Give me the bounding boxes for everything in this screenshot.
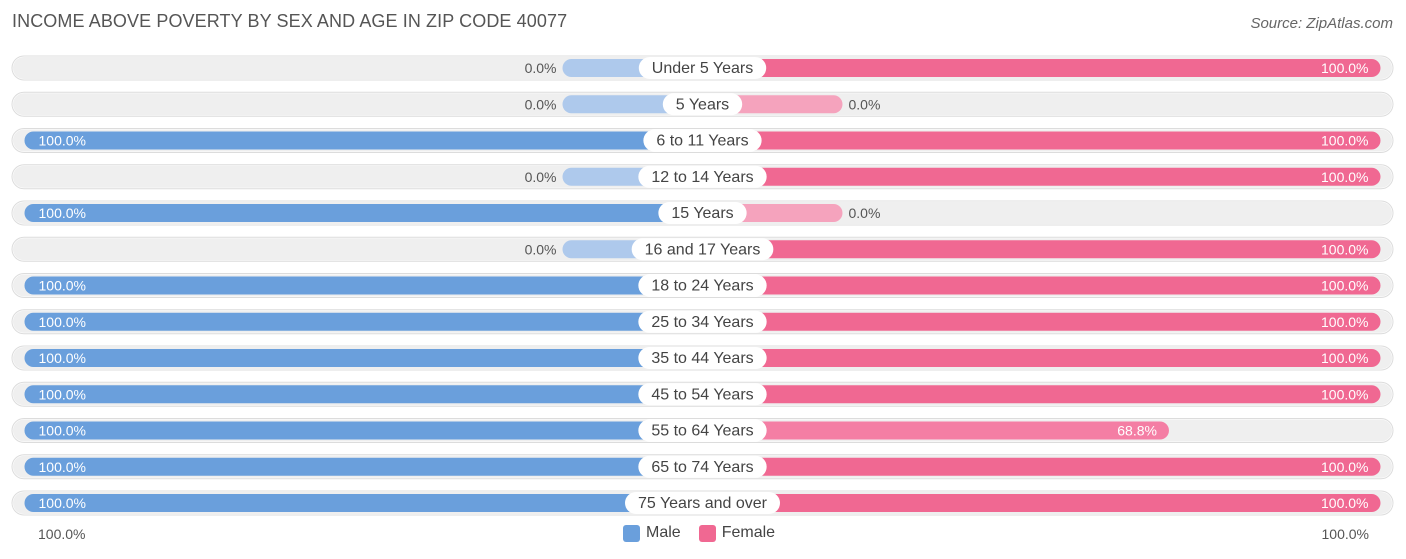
- category-label-pill: [638, 274, 767, 297]
- bar-female: [702, 131, 1381, 150]
- bar-male: [24, 312, 703, 331]
- bar-male: [24, 457, 703, 476]
- bar-male: [24, 494, 703, 512]
- legend-item-male: Male: [623, 524, 681, 542]
- bar-female: [702, 349, 1381, 367]
- value-label-male: 100.0%: [39, 495, 86, 511]
- bar-female: [702, 167, 1381, 186]
- value-label-male: 100.0%: [39, 278, 86, 294]
- bar-male: [24, 204, 703, 222]
- value-label-female: 100.0%: [1321, 386, 1368, 402]
- category-label: 75 Years and over: [638, 495, 768, 512]
- category-label-pill: [638, 347, 767, 369]
- category-label: 12 to 14 Years: [651, 169, 753, 186]
- bar-female: [702, 421, 1169, 440]
- bar-male: [24, 276, 703, 295]
- legend-item-female: Female: [698, 524, 776, 542]
- value-label-female: 100.0%: [1321, 459, 1368, 475]
- value-label-female: 100.0%: [1321, 278, 1368, 294]
- value-label-female: 100.0%: [1321, 60, 1368, 76]
- bar-female: [702, 457, 1381, 476]
- category-label-pill: [662, 93, 743, 116]
- value-label-male: 0.0%: [525, 241, 557, 257]
- bar-female: [702, 494, 1381, 512]
- category-label-pill: [638, 455, 767, 478]
- category-label-pill: [638, 310, 767, 333]
- value-label-female: 100.0%: [1321, 495, 1368, 511]
- category-label-pill: [643, 129, 762, 152]
- value-label-male: 100.0%: [39, 423, 86, 439]
- value-label-male: 0.0%: [525, 96, 557, 112]
- value-label-female: 100.0%: [1321, 314, 1368, 330]
- axis-right-label: 100.0%: [1321, 526, 1369, 542]
- value-label-male: 100.0%: [39, 459, 86, 475]
- bar-male: [24, 385, 703, 404]
- bar-female: [702, 385, 1381, 404]
- category-label: 16 and 17 Years: [645, 241, 761, 258]
- category-label: 5 Years: [676, 96, 729, 113]
- category-label: 6 to 11 Years: [656, 133, 748, 150]
- source-credit: Source: ZipAtlas.com: [1250, 15, 1393, 32]
- category-label-pill: [638, 419, 767, 442]
- category-label-pill: [638, 383, 767, 406]
- value-label-female: 100.0%: [1321, 241, 1368, 257]
- category-label: 25 to 34 Years: [651, 314, 753, 331]
- bar-male: [24, 421, 703, 440]
- value-label-male: 100.0%: [39, 314, 86, 330]
- legend-label-female: Female: [721, 524, 776, 541]
- value-label-male: 100.0%: [39, 133, 86, 149]
- bar-male: [24, 349, 703, 367]
- category-label-pill: [638, 57, 767, 79]
- bar-female: [702, 240, 1381, 259]
- value-label-female: 100.0%: [1321, 350, 1368, 366]
- bar-female: [702, 276, 1381, 295]
- value-label-female: 0.0%: [849, 96, 881, 112]
- category-label-pill: [658, 202, 747, 224]
- value-label-male: 100.0%: [39, 350, 86, 366]
- legend-label-male: Male: [646, 524, 681, 541]
- category-label-pill: [625, 492, 780, 514]
- bar-female: [702, 59, 1381, 77]
- legend: Male Female: [623, 524, 793, 542]
- value-label-male: 100.0%: [39, 386, 86, 402]
- category-label: 55 to 64 Years: [651, 423, 753, 440]
- chart-title: INCOME ABOVE POVERTY BY SEX AND AGE IN Z…: [12, 11, 568, 31]
- legend-swatch-male: [623, 524, 640, 542]
- legend-swatch-female: [698, 524, 716, 542]
- category-label: 35 to 44 Years: [651, 350, 753, 367]
- value-label-male: 100.0%: [39, 205, 86, 221]
- value-label-female: 68.8%: [1117, 423, 1157, 439]
- category-label: 45 to 54 Years: [651, 386, 753, 403]
- bar-male: [24, 131, 703, 150]
- axis-left-label: 100.0%: [38, 526, 86, 542]
- value-label-male: 0.0%: [525, 60, 557, 76]
- category-label-pill: [638, 165, 767, 188]
- bar-female: [702, 312, 1381, 331]
- value-label-female: 100.0%: [1321, 133, 1368, 149]
- category-label: Under 5 Years: [652, 60, 753, 77]
- category-label: 18 to 24 Years: [651, 278, 753, 295]
- category-label: 65 to 74 Years: [651, 459, 753, 476]
- value-label-female: 0.0%: [849, 205, 881, 221]
- category-label: 15 Years: [671, 205, 733, 222]
- value-label-male: 0.0%: [525, 169, 557, 185]
- value-label-female: 100.0%: [1321, 169, 1368, 185]
- category-label-pill: [631, 238, 774, 261]
